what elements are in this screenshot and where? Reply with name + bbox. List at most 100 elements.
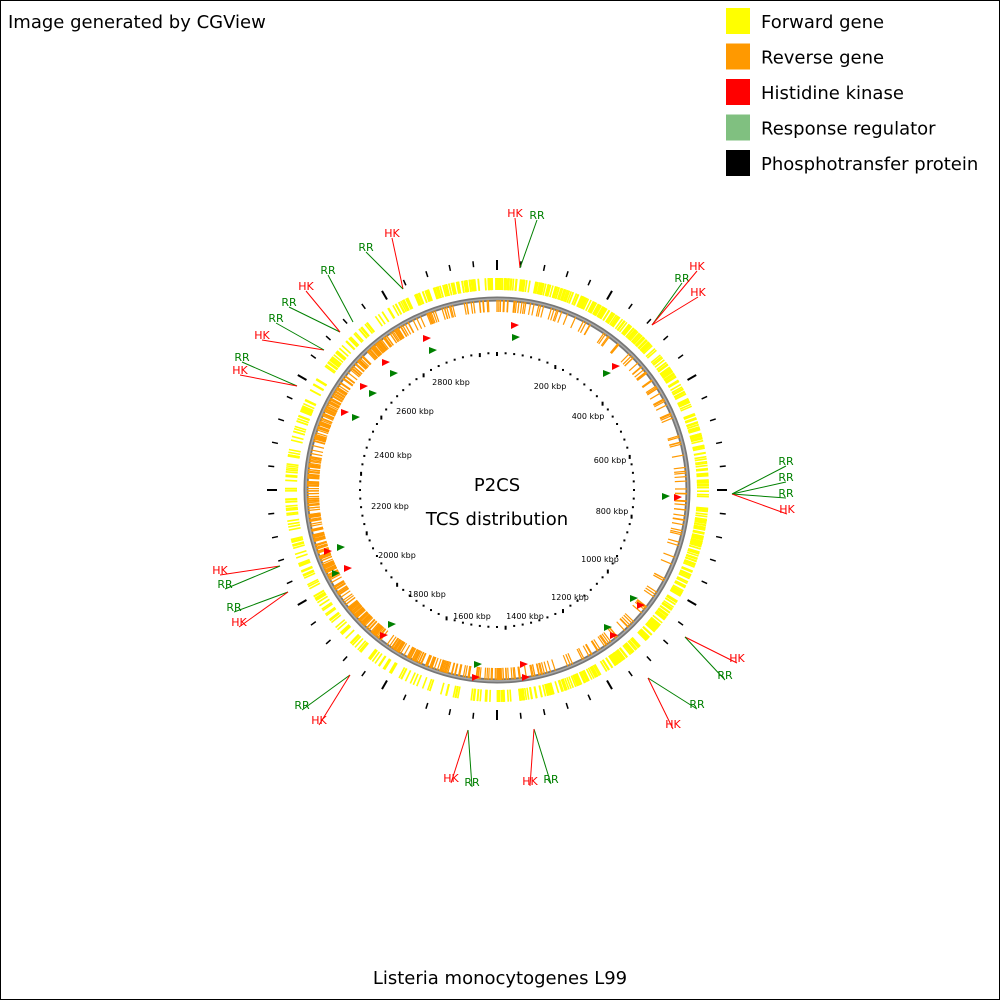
gene — [350, 602, 361, 612]
gene — [368, 621, 378, 631]
gene — [411, 648, 418, 661]
gene — [590, 640, 599, 652]
center-subtitle: TCS distribution — [425, 509, 568, 530]
gene — [329, 612, 340, 622]
gene — [690, 436, 703, 442]
gene — [424, 290, 430, 303]
gene — [514, 300, 518, 314]
gene — [450, 282, 455, 295]
gene — [351, 604, 362, 613]
gene — [470, 688, 474, 701]
tcs-label: RR — [320, 264, 336, 277]
gene — [431, 656, 437, 669]
ruler-dot — [422, 604, 425, 607]
tcs-label: HK — [443, 772, 459, 785]
ruler-dot — [589, 588, 592, 591]
gene — [325, 567, 338, 574]
gene — [611, 652, 621, 664]
gene — [432, 310, 438, 323]
ruler-dot — [546, 616, 549, 619]
gene — [424, 654, 431, 667]
gene — [506, 689, 510, 702]
gene — [400, 300, 407, 313]
gene — [581, 297, 588, 310]
ruler-dot — [606, 569, 609, 574]
backbone-inner — [305, 298, 689, 682]
gene — [522, 279, 526, 292]
gene — [523, 687, 528, 701]
gene — [685, 556, 697, 563]
gene — [583, 324, 591, 336]
gene — [293, 430, 306, 436]
gene — [336, 350, 347, 360]
gene — [418, 292, 425, 305]
gene — [637, 339, 647, 349]
gene — [325, 566, 337, 573]
ruler-dot — [422, 373, 425, 378]
gene — [368, 649, 378, 660]
gene — [540, 283, 545, 296]
gene — [510, 667, 513, 680]
gene — [412, 649, 420, 661]
gene — [307, 471, 320, 474]
gene — [313, 535, 326, 540]
tcs-label: RR — [226, 601, 242, 614]
gene — [376, 342, 385, 353]
gene — [531, 303, 535, 316]
gene — [662, 335, 669, 341]
gene — [577, 320, 585, 332]
gene — [666, 595, 678, 603]
gene — [351, 367, 362, 376]
gene — [337, 621, 348, 631]
gene — [619, 617, 630, 628]
gene — [547, 683, 553, 696]
leader-line — [239, 374, 298, 387]
gene — [278, 558, 285, 562]
gene — [319, 598, 330, 607]
gene — [315, 543, 328, 549]
gene — [587, 667, 595, 679]
gene — [439, 659, 444, 672]
ruler-dot — [470, 354, 473, 357]
ruler-dot — [429, 368, 432, 371]
gene — [317, 425, 330, 431]
gene — [670, 383, 682, 392]
gene — [683, 560, 696, 566]
gene — [308, 466, 321, 470]
tcs-label: RR — [529, 209, 545, 222]
gene — [329, 399, 341, 406]
gene — [316, 544, 329, 550]
gene — [412, 319, 419, 331]
leader-line — [467, 729, 473, 788]
gene — [533, 686, 538, 699]
gene — [591, 640, 599, 652]
gene — [552, 286, 558, 299]
gene — [642, 345, 653, 355]
gene — [463, 280, 467, 293]
gene — [350, 634, 360, 645]
gene — [316, 429, 329, 435]
leader-line — [731, 481, 787, 495]
leader-line — [233, 591, 289, 613]
gene — [339, 624, 350, 634]
gene — [314, 435, 327, 440]
gene — [333, 579, 345, 588]
gene — [696, 480, 709, 483]
gene — [553, 309, 559, 322]
gene — [552, 309, 558, 322]
gene — [660, 558, 673, 565]
gene — [558, 679, 564, 692]
leader-line — [647, 677, 674, 730]
gene — [315, 541, 328, 547]
gene — [426, 655, 433, 667]
leader-line — [651, 296, 699, 326]
gene — [663, 372, 675, 381]
gene — [484, 689, 487, 702]
gene — [443, 660, 449, 673]
gene — [652, 614, 663, 624]
gene — [680, 405, 693, 412]
gene — [676, 577, 688, 585]
gene — [340, 590, 351, 599]
gene — [692, 445, 705, 450]
gene — [518, 279, 522, 292]
